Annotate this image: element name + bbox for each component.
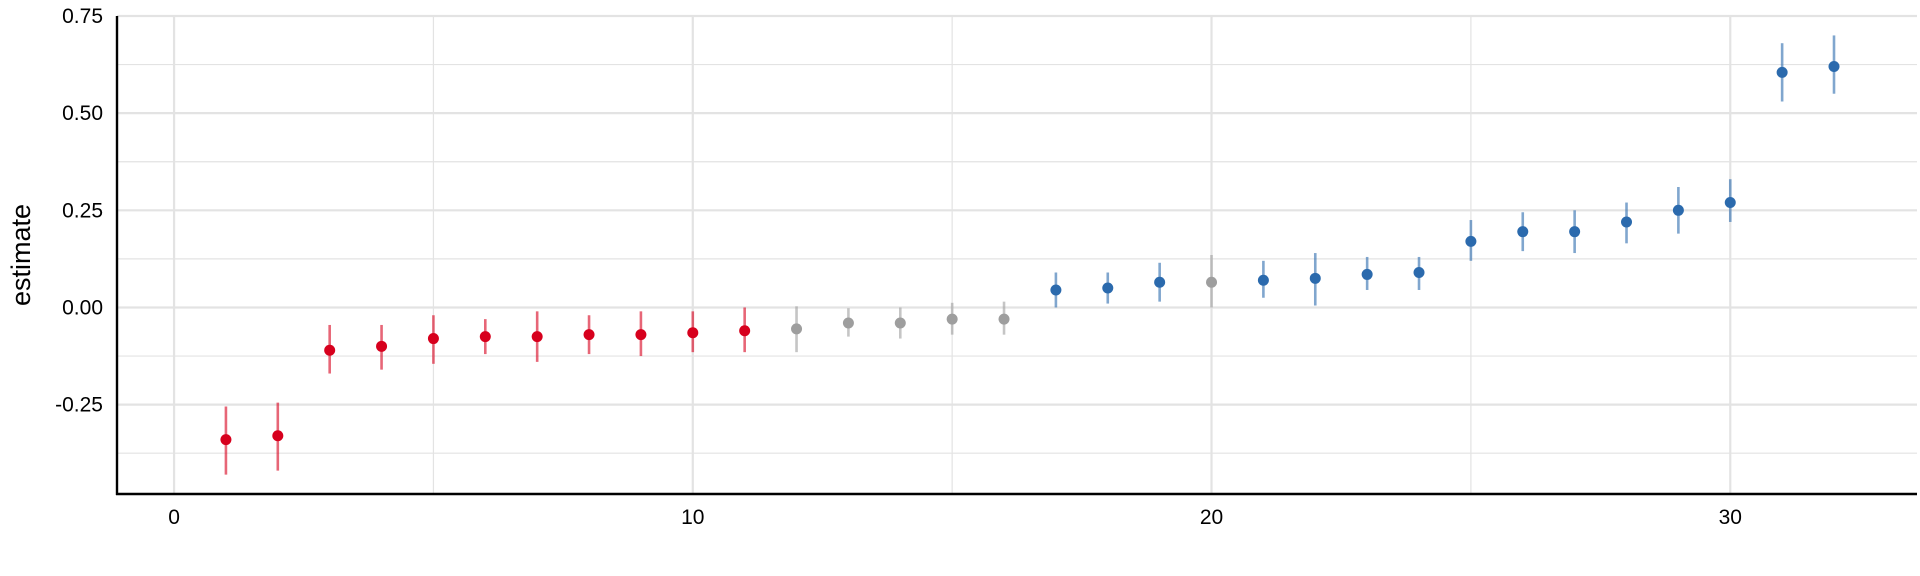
tick-labels: -0.25 0.00 0.25 0.50 0.75 0 10 20 30	[55, 5, 1742, 529]
estimate-point	[1724, 197, 1736, 209]
x-tick-label: 30	[1719, 506, 1742, 529]
estimate-point	[635, 329, 647, 341]
axes	[115, 16, 1917, 496]
y-axis-title: estimate	[6, 204, 36, 306]
estimate-point	[531, 331, 543, 343]
estimate-point	[1776, 66, 1788, 78]
estimate-point	[1672, 204, 1684, 216]
estimate-point	[1309, 272, 1321, 284]
estimate-point	[739, 325, 751, 337]
estimate-point	[791, 323, 803, 335]
estimate-point	[427, 333, 439, 345]
estimate-point	[583, 329, 595, 341]
estimate-point	[1413, 266, 1425, 278]
y-tick-label: 0.75	[62, 5, 103, 28]
estimate-point	[1102, 282, 1114, 294]
estimate-point	[376, 340, 388, 352]
x-tick-label: 0	[168, 506, 180, 529]
estimate-point	[842, 317, 854, 329]
estimate-point	[1828, 61, 1840, 73]
estimate-point	[998, 313, 1010, 325]
estimate-point	[479, 331, 491, 343]
estimate-point	[946, 313, 958, 325]
x-tick-label: 10	[681, 506, 704, 529]
x-tick-label: 20	[1200, 506, 1223, 529]
estimate-point	[1206, 276, 1218, 288]
y-tick-label: 0.00	[62, 296, 103, 319]
estimate-point	[1465, 235, 1477, 247]
data-points	[220, 35, 1840, 475]
y-tick-label: -0.25	[55, 394, 103, 417]
estimate-point	[272, 430, 284, 442]
y-tick-label: 0.25	[62, 199, 103, 222]
estimate-point	[1050, 284, 1062, 296]
estimate-point	[1621, 216, 1633, 228]
estimate-point	[1517, 226, 1529, 238]
estimate-point	[1257, 274, 1269, 286]
estimate-point	[1569, 226, 1581, 238]
estimate-point	[220, 434, 232, 446]
estimate-point	[324, 344, 336, 356]
y-tick-label: 0.50	[62, 102, 103, 125]
estimate-point	[1361, 268, 1373, 280]
grid-lines	[117, 14, 1917, 494]
estimate-point	[687, 327, 699, 339]
estimate-point	[894, 317, 906, 329]
estimate-point	[1154, 276, 1166, 288]
